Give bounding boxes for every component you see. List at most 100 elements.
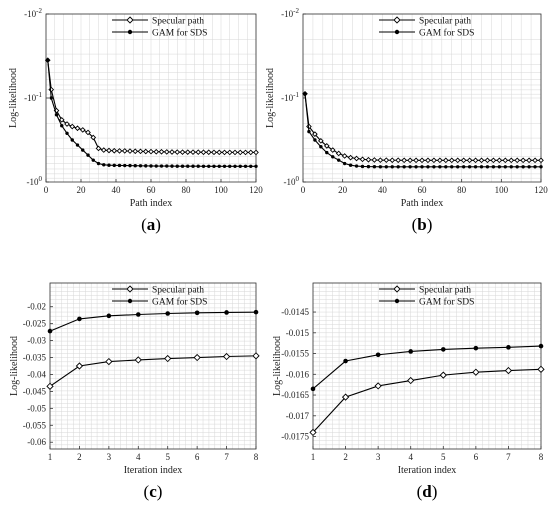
data-point-diamond [242, 149, 249, 156]
data-point-dot [533, 165, 537, 169]
x-tick-label: 6 [474, 452, 479, 462]
data-point-diamond [90, 134, 97, 141]
y-tick-label: -100 [27, 175, 43, 187]
data-point-diamond [413, 157, 419, 164]
legend-label: Specular path [152, 17, 204, 27]
data-point-diamond [222, 352, 231, 361]
x-axis-label: Iteration index [124, 465, 183, 476]
y-tick-label: -0.0145 [281, 307, 309, 317]
y-axis-label: Log-likelihood [265, 68, 276, 128]
data-point-diamond [205, 149, 212, 156]
panel-letter: c [149, 482, 157, 501]
data-point-dot [384, 165, 388, 169]
x-tick-label: 3 [376, 452, 381, 462]
data-point-diamond [174, 149, 181, 155]
data-point-diamond [95, 145, 102, 152]
data-point-dot [303, 92, 307, 96]
y-tick-label: -0.045 [23, 386, 47, 396]
series-line [49, 311, 257, 332]
panel-paren-open: ( [141, 215, 147, 234]
legend-marker-diamond [393, 285, 401, 293]
data-point-diamond [407, 376, 415, 385]
data-point-diamond [142, 148, 149, 155]
chart-d: 1 2 3 4 5 6 7 8 -0.0145 -0.015 -0.0155 -0.016 -0.016… [272, 282, 545, 501]
y-tick-label: -0.025 [23, 319, 47, 329]
data-point-diamond [419, 157, 425, 164]
x-tick-label: 120 [249, 185, 263, 195]
x-tick-label: 20 [338, 185, 348, 195]
y-tick-label: -0.03 [27, 336, 46, 346]
data-point-diamond [526, 157, 532, 164]
data-point-dot [196, 164, 200, 168]
data-point-diamond [226, 149, 233, 156]
data-point-diamond [442, 157, 449, 164]
data-point-dot [509, 165, 513, 169]
data-point-dot [539, 165, 543, 169]
data-point-diamond [211, 149, 217, 156]
data-point-diamond [74, 125, 81, 132]
data-point-dot [233, 164, 237, 168]
data-point-dot [133, 164, 137, 168]
x-tick-label: 100 [214, 185, 228, 195]
data-point-diamond [323, 143, 330, 149]
data-point-diamond [335, 150, 342, 157]
x-tick-label: 40 [112, 185, 122, 195]
series-line [47, 60, 256, 153]
y-axis-label: Log-likelihood [8, 68, 19, 128]
data-point-dot [467, 165, 472, 169]
data-point-diamond [69, 123, 76, 130]
data-point-dot [107, 163, 111, 167]
y-tick-label: -10-2 [24, 7, 42, 19]
x-tick-label: 80 [457, 185, 467, 195]
data-point-diamond [237, 149, 244, 156]
legend-label: Specular path [419, 17, 471, 27]
y-tick-exponent: 0 [296, 175, 300, 183]
data-point-diamond [153, 148, 160, 155]
data-point-diamond [312, 131, 318, 137]
data-point-diamond [395, 157, 402, 164]
data-point-dot [154, 164, 158, 168]
data-point-dot [375, 352, 381, 358]
data-point-diamond [431, 157, 437, 164]
data-point-diamond [353, 155, 360, 162]
data-point-dot [438, 165, 442, 169]
data-point-dot [238, 164, 242, 168]
data-point-diamond [478, 157, 485, 164]
data-point-diamond [508, 157, 515, 164]
data-point-diamond [132, 148, 139, 155]
y-tick-label: -0.015 [286, 328, 310, 338]
legend-label: GAM for SDS [152, 28, 207, 39]
data-point-dot [408, 165, 412, 169]
data-point-dot [96, 161, 101, 166]
data-point-diamond [105, 357, 113, 366]
data-point-dot [149, 164, 153, 168]
series-gam-for-sds [310, 343, 544, 392]
data-point-diamond [216, 149, 223, 156]
data-point-diamond [538, 157, 544, 164]
legend-label: GAM for SDS [152, 297, 207, 308]
data-point-dot [456, 165, 460, 169]
panel-paren-open: ( [412, 215, 418, 234]
panel-label: (b) [412, 215, 433, 234]
x-tick-label: 5 [165, 452, 170, 462]
data-point-dot [521, 165, 525, 169]
y-tick-label: -0.04 [27, 369, 46, 379]
data-point-diamond [532, 157, 538, 164]
panel-label: (d) [417, 482, 438, 501]
y-tick-exponent: 0 [39, 175, 43, 183]
data-point-diamond [309, 428, 317, 437]
data-point-dot [348, 163, 353, 167]
data-point-diamond [184, 149, 191, 156]
legend-marker-diamond [126, 16, 134, 24]
data-point-diamond [490, 157, 497, 164]
data-point-diamond [374, 382, 382, 390]
x-tick-label: 5 [441, 452, 446, 462]
y-tick-label: -10-1 [281, 91, 299, 103]
data-point-dot [249, 164, 253, 168]
series-line [312, 368, 542, 433]
legend-label: Specular path [419, 286, 471, 296]
data-point-dot [479, 165, 484, 169]
data-point-diamond [127, 148, 133, 154]
data-point-dot [343, 358, 348, 364]
